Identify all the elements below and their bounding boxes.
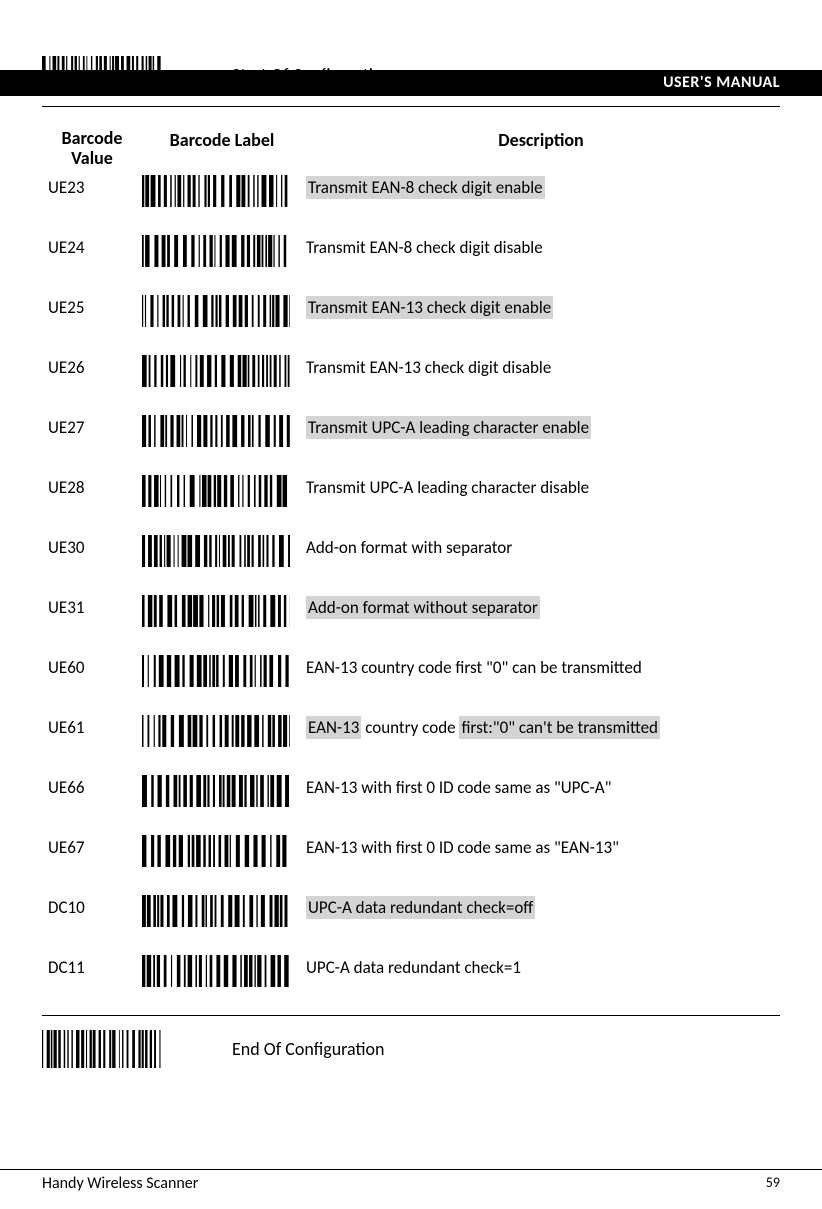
cell-barcode-value: UE24 — [42, 235, 142, 258]
header-bar: USER'S MANUAL — [0, 70, 822, 96]
cell-barcode-label — [142, 295, 302, 327]
header-title: USER'S MANUAL — [663, 73, 780, 92]
table-row: DC10 UPC-A data redundant check=off — [42, 895, 780, 927]
cell-description: Transmit EAN-8 check digit disable — [302, 235, 780, 258]
cell-barcode-label — [142, 175, 302, 207]
cell-description: Transmit UPC-A leading character enable — [302, 415, 780, 438]
cell-barcode-value: UE23 — [42, 175, 142, 198]
table-row: UE25 Transmit EAN-13 check digit enable — [42, 295, 780, 327]
cell-barcode-label — [142, 955, 302, 987]
cell-description: EAN-13 country code first:"0" can't be t… — [302, 715, 780, 738]
page-footer: Handy Wireless Scanner 59 — [0, 1169, 822, 1193]
table-row: UE27 Transmit UPC-A leading character ena… — [42, 415, 780, 447]
cell-barcode-value: UE26 — [42, 355, 142, 378]
footer-product: Handy Wireless Scanner — [42, 1174, 198, 1193]
table-row: UE67 EAN-13 with first 0 ID code same as … — [42, 835, 780, 867]
cell-barcode-label — [142, 235, 302, 267]
cell-barcode-value: DC11 — [42, 955, 142, 978]
cell-barcode-label — [142, 655, 302, 687]
table-row: UE24 Transmit EAN-8 check digit disable — [42, 235, 780, 267]
table-row: UE28 Transmit UPC-A leading character dis… — [42, 475, 780, 507]
table-row: UE23 Transmit EAN-8 check digit enable — [42, 175, 780, 207]
cell-description: Transmit EAN-8 check digit enable — [302, 175, 780, 198]
cell-description: Transmit UPC-A leading character disable — [302, 475, 780, 498]
table-header: BarcodeValue Barcode Label Description — [42, 129, 780, 169]
cell-barcode-label — [142, 535, 302, 567]
cell-barcode-value: UE25 — [42, 295, 142, 318]
end-config-barcode — [42, 1030, 222, 1068]
header-label: Barcode Label — [142, 129, 302, 169]
cell-description: Transmit EAN-13 check digit enable — [302, 295, 780, 318]
table-row: UE31 Add-on format without separator — [42, 595, 780, 627]
cell-description: EAN-13 with first 0 ID code same as "UPC… — [302, 775, 780, 798]
barcode-table: BarcodeValue Barcode Label Description U… — [42, 129, 780, 987]
footer-page-number: 59 — [766, 1174, 780, 1193]
cell-barcode-label — [142, 835, 302, 867]
cell-barcode-value: UE31 — [42, 595, 142, 618]
header-desc: Description — [302, 129, 780, 169]
cell-barcode-label — [142, 715, 302, 747]
table-row: UE26 Transmit EAN-13 check digit disable — [42, 355, 780, 387]
cell-barcode-value: UE66 — [42, 775, 142, 798]
end-config-label: End Of Configuration — [232, 1038, 385, 1060]
table-row: UE30 Add-on format with separator — [42, 535, 780, 567]
table-row: UE66 EAN-13 with first 0 ID code same as … — [42, 775, 780, 807]
header-value: BarcodeValue — [42, 129, 142, 169]
table-row: UE61 EAN-13 country code first:"0" can't … — [42, 715, 780, 747]
cell-description: EAN-13 with first 0 ID code same as "EAN… — [302, 835, 780, 858]
end-config-row: End Of Configuration — [42, 1015, 780, 1074]
cell-description: Add-on format without separator — [302, 595, 780, 618]
cell-barcode-value: UE60 — [42, 655, 142, 678]
table-row: UE60 EAN-13 country code first "0" can be… — [42, 655, 780, 687]
cell-barcode-label — [142, 775, 302, 807]
cell-barcode-value: UE67 — [42, 835, 142, 858]
cell-description: UPC-A data redundant check=1 — [302, 955, 780, 978]
cell-barcode-value: UE27 — [42, 415, 142, 438]
cell-barcode-value: UE61 — [42, 715, 142, 738]
cell-barcode-label — [142, 355, 302, 387]
cell-description: Add-on format with separator — [302, 535, 780, 558]
cell-barcode-label — [142, 895, 302, 927]
cell-barcode-label — [142, 475, 302, 507]
cell-description: UPC-A data redundant check=off — [302, 895, 780, 918]
cell-barcode-value: DC10 — [42, 895, 142, 918]
cell-barcode-label — [142, 595, 302, 627]
cell-description: EAN-13 country code first "0" can be tra… — [302, 655, 780, 678]
table-row: DC11 UPC-A data redundant check=1 — [42, 955, 780, 987]
cell-barcode-value: UE30 — [42, 535, 142, 558]
cell-barcode-label — [142, 415, 302, 447]
cell-description: Transmit EAN-13 check digit disable — [302, 355, 780, 378]
cell-barcode-value: UE28 — [42, 475, 142, 498]
